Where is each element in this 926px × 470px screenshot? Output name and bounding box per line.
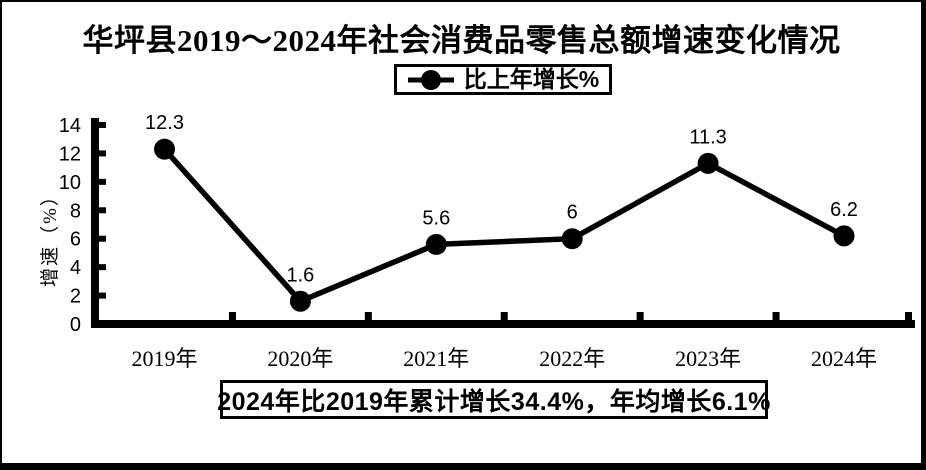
data-label: 6: [567, 202, 578, 224]
y-tick-label: 8: [70, 200, 81, 222]
y-axis-tick: [99, 178, 106, 185]
x-tick-label: 2022年: [539, 346, 605, 371]
y-axis-spine: [91, 118, 99, 328]
legend-label: 比上年增长%: [463, 66, 600, 92]
line-marker-icon: [407, 69, 454, 90]
x-tick-label: 2020年: [267, 346, 333, 371]
x-axis-tick: [228, 312, 236, 320]
data-label: 11.3: [689, 126, 726, 148]
x-tick-label: 2019年: [131, 346, 197, 371]
y-tick-label: 0: [70, 314, 81, 336]
x-axis-tick: [772, 312, 780, 320]
y-tick-label: 10: [59, 172, 81, 194]
y-axis-tick: [99, 150, 106, 157]
x-tick-label: 2021年: [403, 346, 469, 371]
x-tick-label: 2023年: [675, 346, 741, 371]
y-axis-tick: [99, 207, 106, 214]
chart-title: 华坪县2019～2024年社会消费品零售总额增速变化情况: [82, 23, 841, 58]
x-tick-label: 2024年: [811, 346, 877, 371]
y-axis-tick: [99, 122, 106, 128]
y-tick-label: 12: [59, 143, 81, 165]
annotation-text: 2024年比2019年累计增长34.4%，年均增长6.1%: [217, 387, 771, 416]
x-axis-line: [91, 320, 915, 328]
y-tick-label: 2: [70, 286, 81, 308]
x-axis-tick: [636, 312, 644, 320]
legend-box: 比上年增长%: [394, 64, 612, 95]
y-tick-label: 14: [59, 115, 81, 137]
x-axis-tick: [500, 312, 508, 320]
y-tick-label: 4: [70, 257, 81, 279]
y-axis-tick: [99, 264, 106, 271]
y-axis-tick: [99, 292, 106, 299]
y-axis-tick: [99, 235, 106, 242]
x-axis-end-tick: [905, 312, 912, 320]
data-label: 12.3: [145, 112, 184, 134]
data-label: 1.6: [286, 264, 314, 286]
data-point-marker: [425, 233, 447, 255]
data-point-marker: [289, 290, 311, 312]
data-point-marker: [154, 138, 175, 160]
data-point-marker: [561, 228, 583, 250]
annotation-box: 2024年比2019年累计增长34.4%，年均增长6.1%: [217, 380, 771, 419]
data-point-marker: [697, 152, 719, 174]
data-point-marker: [833, 225, 855, 247]
data-label: 5.6: [422, 207, 450, 229]
x-axis-tick: [364, 312, 372, 320]
data-label: 6.2: [830, 199, 858, 221]
y-tick-label: 6: [70, 229, 81, 251]
series-line: [162, 147, 846, 305]
y-axis-tick: [99, 321, 106, 327]
